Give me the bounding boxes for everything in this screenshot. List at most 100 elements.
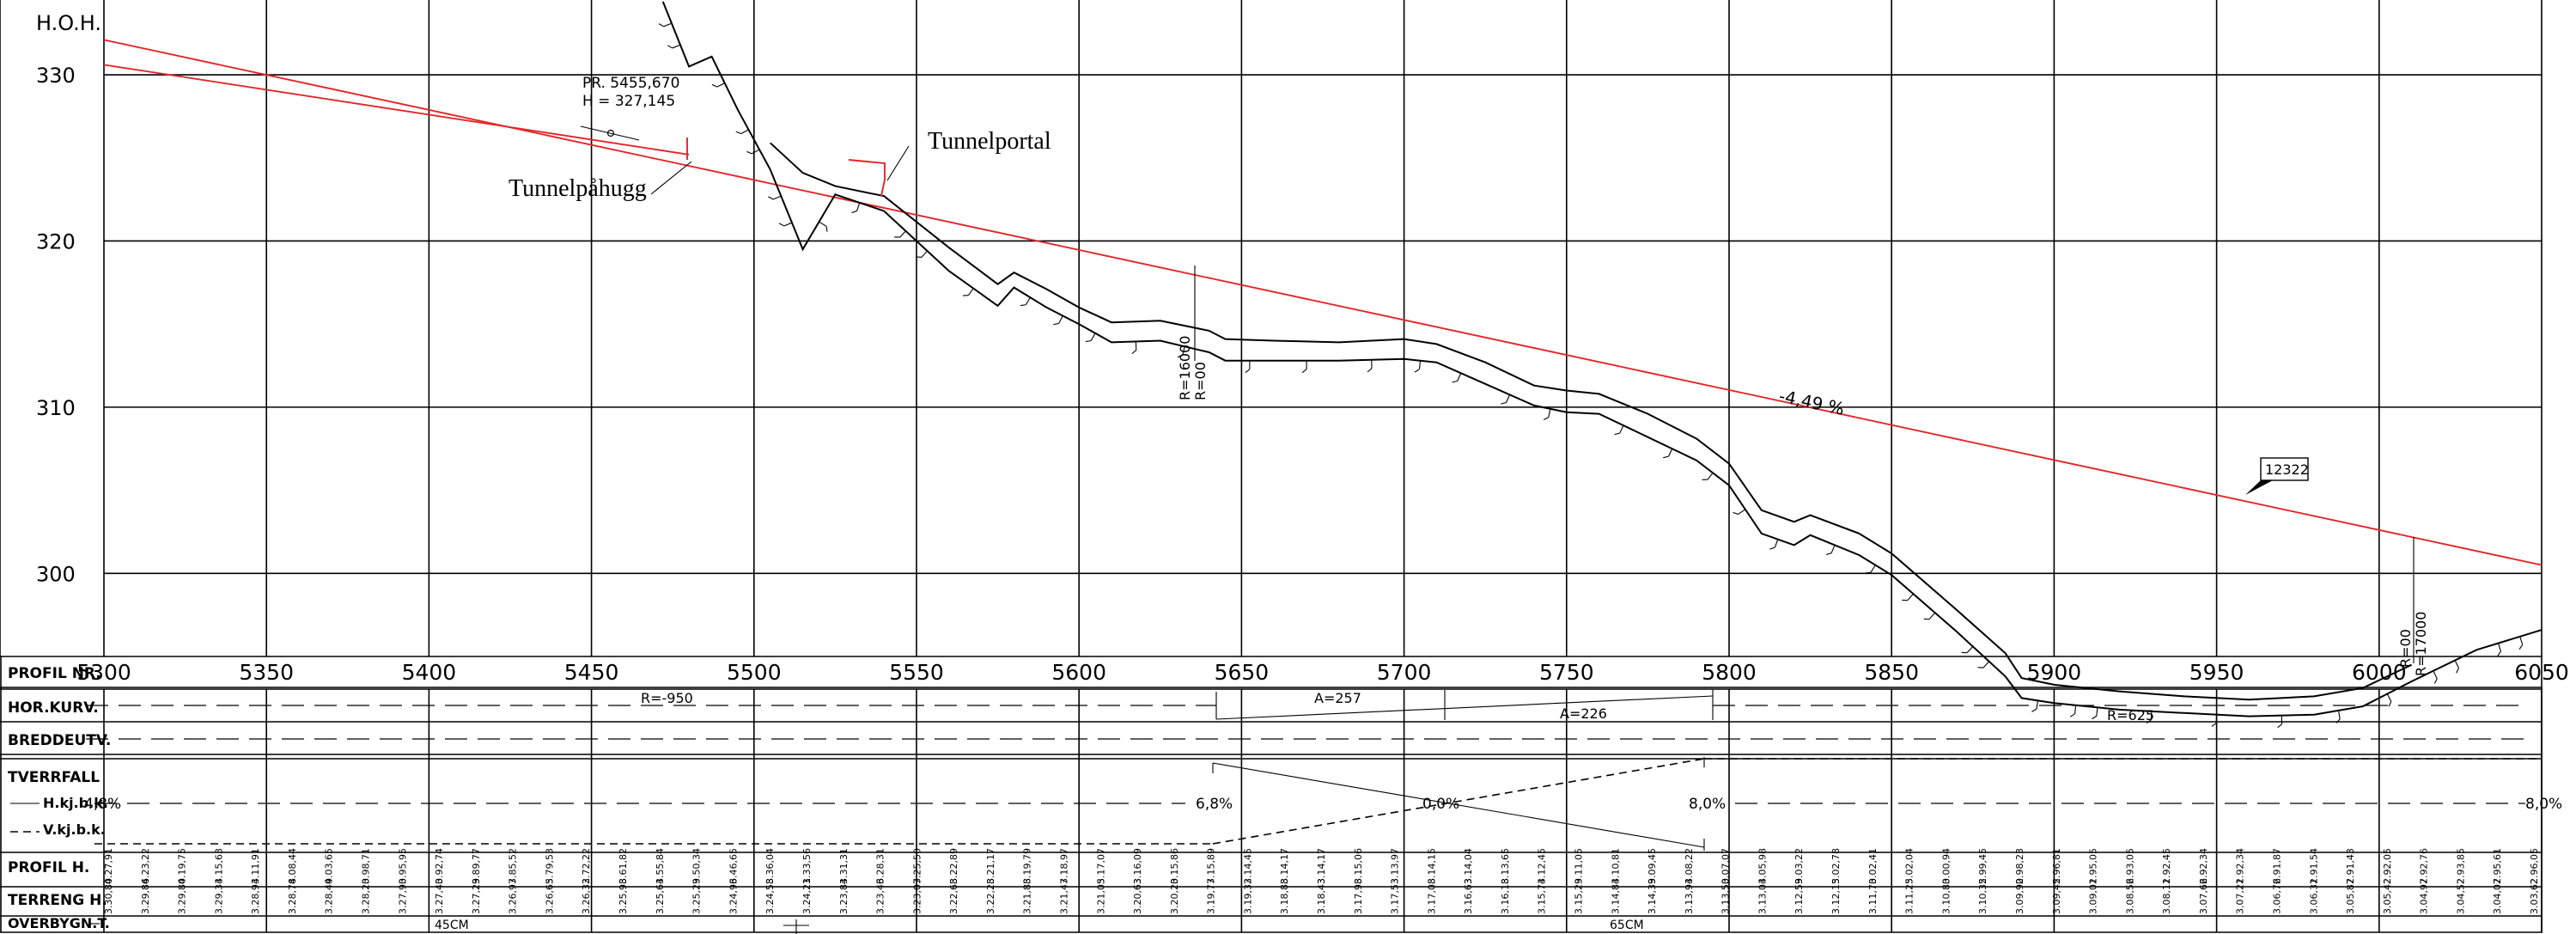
hatch-55: [1733, 511, 1739, 515]
terreng-h-values-1: 3.29,86: [140, 878, 151, 914]
overbygn-row: 45CM 65CM: [89, 919, 1644, 934]
profil-h-values-49: 3.02,04: [1904, 848, 1915, 884]
profil-h-values-26: 3.18,97: [1059, 848, 1070, 884]
profil-h-values-44: 3.07,07: [1720, 848, 1732, 884]
x-tick-5650: 5650: [1215, 660, 1270, 685]
row-label-h-kj: H.kj.b.k.: [43, 795, 108, 811]
terreng-h-values-43: 3.13,94: [1684, 878, 1695, 914]
profil-h-values-19: 3.33,56: [801, 848, 813, 884]
hatch-13: [778, 223, 784, 227]
profil-h-values-47: 3.02,78: [1830, 848, 1842, 884]
hatch-26: [1058, 315, 1063, 324]
hatch-87: [2433, 678, 2438, 684]
profil-h-values-27: 3.17,07: [1095, 848, 1106, 884]
hatch-84: [2386, 693, 2392, 702]
x-axis-ticks: 5300 5350 5400 5450 5500 5550 5600 5650 5700 5750…: [76, 660, 2569, 685]
x-tick-5450: 5450: [564, 660, 619, 685]
plot-grid: [0, 0, 2543, 656]
terreng-h-values-28: 3.20,63: [1132, 878, 1143, 914]
hatch-88: [2454, 660, 2459, 668]
x-tick-5500: 5500: [727, 660, 782, 685]
terreng-h-values-30: 3.19,77: [1206, 878, 1217, 914]
hatch-59: [1825, 552, 1832, 556]
hatch-22: [967, 288, 974, 296]
hatch-64: [1928, 612, 1936, 620]
hatch-46: [1548, 408, 1551, 418]
hatch-93: [2518, 644, 2524, 650]
terreng-h-values-34: 3.17,98: [1353, 878, 1364, 914]
profil-h-values-59: 2.91,87: [2272, 848, 2283, 884]
x-tick-6050: 6050: [2514, 660, 2569, 685]
profil-h-values-24: 3.21,17: [985, 848, 996, 884]
terreng-h-values-16: 3.25,29: [691, 878, 703, 914]
profil-h-values-53: 2.96,81: [2051, 848, 2062, 884]
callout-12322: 12322: [2245, 457, 2309, 495]
terreng-h-values-40: 3.15,29: [1574, 878, 1585, 914]
profil-h-values-62: 2.92,05: [2382, 848, 2393, 884]
terreng-h-values-32: 3.18,88: [1279, 878, 1290, 914]
terreng-h-values-37: 3.16,63: [1463, 878, 1474, 914]
profil-h-values-14: 3.61,82: [618, 848, 629, 884]
hor-kurv-a257: A=257: [1314, 690, 1361, 706]
profil-h-values-23: 3.22,89: [948, 848, 959, 884]
hatch-76: [2150, 711, 2153, 720]
terreng-h-values-6: 3.28,49: [324, 878, 335, 914]
terreng-h-values-18: 3.24,58: [764, 878, 776, 914]
terreng-h-values-49: 3.11,25: [1904, 878, 1915, 914]
hatch-92: [2519, 636, 2524, 645]
terreng-h-values-44: 3.13,50: [1720, 878, 1732, 914]
profil-h-values-46: 3.03,22: [1793, 848, 1805, 884]
terreng-h-values-36: 3.17,08: [1426, 878, 1437, 914]
tverrfall-left: 4,8%: [84, 796, 121, 813]
profil-h-values-35: 3.13,97: [1390, 848, 1401, 884]
hatch-14: [819, 221, 827, 227]
tunnel-portal-frame: [848, 159, 886, 197]
profil-h-values-2: 4.19,75: [177, 848, 188, 884]
profil-h-values-31: 3.14,45: [1242, 848, 1253, 884]
row-label-tverrfall: TVERRFALL: [8, 769, 100, 786]
hatch-60: [1870, 565, 1876, 573]
hor-kurv-r950: R=-950: [641, 690, 693, 706]
profil-h-values-5: 4.08,44: [287, 848, 298, 884]
hatch-90: [2498, 643, 2502, 652]
row-label-breddeutv: BREDDEUTV.: [8, 732, 111, 749]
profil-h-values-12: 3.79,53: [545, 848, 556, 884]
profil-h-values-32: 3.14,17: [1279, 848, 1290, 884]
profil-h-values-45: 3.05,98: [1757, 848, 1769, 884]
hor-kurv-row: R=-950 A=257 A=226 R=625: [86, 690, 2525, 723]
terreng-h-values-46: 3.12,59: [1793, 878, 1805, 914]
profile-band: [0, 656, 2543, 933]
hatch-44: [1506, 394, 1511, 403]
hatch-66: [1966, 646, 1974, 654]
hatch-7: [735, 131, 741, 135]
row-label-terreng-h: TERRENG H.: [8, 892, 107, 909]
profil-h-values: 4.27,91 4.23,22 4.19,75 4.15,63 4.11,91 4.08,…: [103, 848, 2540, 884]
hatch-8: [752, 149, 760, 155]
x-tick-5750: 5750: [1539, 660, 1594, 685]
profil-h-values-58: 2.92,34: [2235, 848, 2246, 884]
terreng-h-values-33: 3.18,43: [1316, 878, 1327, 914]
row-label-profil-nr: PROFIL NR.: [8, 665, 101, 682]
hatch-40: [1418, 360, 1422, 369]
terreng-h-values-58: 3.07,21: [2235, 878, 2246, 914]
terreng-h-values-11: 3.26,97: [508, 878, 519, 914]
terreng-h-values-21: 3.23,46: [875, 878, 886, 914]
x-tick-5350: 5350: [239, 660, 294, 685]
profil-h-values-52: 2.98,23: [2014, 848, 2025, 884]
profil-h-values-10: 3.89,77: [471, 848, 482, 884]
hatch-11: [768, 196, 774, 200]
overbygn-45cm: 45CM: [435, 919, 469, 932]
terreng-h-values-4: 3.28,93: [250, 878, 261, 914]
hatch-3: [667, 45, 673, 49]
hatch-41: [1414, 369, 1420, 373]
terreng-h-values-51: 3.10,35: [1977, 878, 1988, 914]
vertical-curve-r0-2: R=00: [2397, 629, 2414, 668]
profil-h-values-57: 2.92,34: [2198, 848, 2209, 884]
hatch-2: [672, 44, 681, 49]
terreng-h-values-5: 3.28,78: [287, 878, 298, 914]
terreng-h-values-12: 3.26,65: [545, 878, 556, 914]
overbygn-65cm: 65CM: [1610, 919, 1644, 932]
x-tick-5550: 5550: [889, 660, 944, 685]
x-tick-5900: 5900: [2027, 660, 2082, 685]
